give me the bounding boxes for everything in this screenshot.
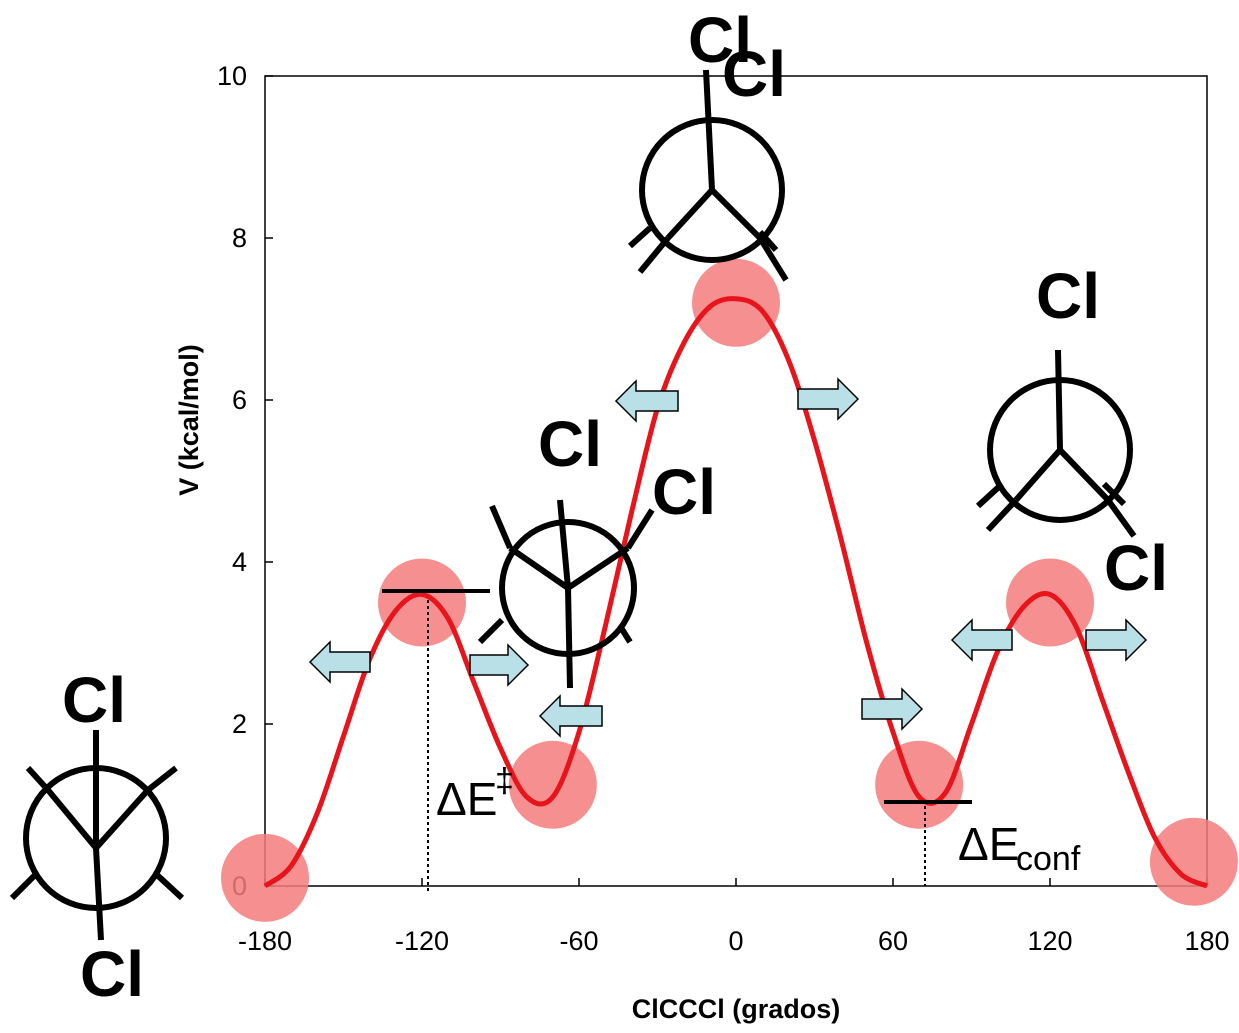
state-marker — [692, 258, 780, 347]
conf-label: ΔE — [958, 818, 1019, 870]
barrier-label: ΔE — [436, 773, 497, 825]
state-marker — [1006, 558, 1094, 647]
newman-projection-gauche — [975, 349, 1137, 538]
direction-arrows — [308, 377, 1148, 738]
cl-label: Cl — [722, 38, 786, 110]
newman-projection-anti — [9, 730, 185, 941]
x-axis-title: ClCCCl (grados) — [632, 994, 841, 1024]
arrow-left — [614, 379, 679, 423]
state-marker — [508, 740, 597, 829]
arrow-right — [1085, 618, 1148, 662]
x-tick-label: -120 — [395, 926, 449, 956]
barrier-annotation: ΔE ‡ — [382, 589, 514, 893]
cl-labels: Cl Cl Cl Cl Cl Cl Cl Cl — [62, 4, 1168, 1010]
x-tick-label: 120 — [1027, 926, 1072, 956]
x-tick-label: -60 — [559, 926, 598, 956]
newman-projection-syn — [627, 69, 789, 282]
state-marker — [1149, 817, 1238, 906]
arrow-left — [950, 618, 1013, 662]
x-tick-label: -180 — [238, 926, 292, 956]
y-tick-label: 2 — [232, 709, 247, 739]
cl-label: Cl — [80, 938, 144, 1010]
y-tick-label: 10 — [217, 61, 247, 91]
arrow-left — [308, 640, 371, 684]
series-line — [263, 296, 1209, 889]
x-tick-label: 180 — [1184, 926, 1229, 956]
cl-label: Cl — [538, 408, 602, 480]
y-tick-label: 6 — [232, 385, 247, 415]
x-tick-label: 0 — [728, 926, 743, 956]
newman-projection-eclipsed-left — [477, 499, 655, 689]
arrow-right — [861, 687, 924, 731]
cl-label: Cl — [1036, 260, 1100, 332]
cl-label: Cl — [652, 456, 716, 528]
arrow-left — [538, 694, 603, 738]
cl-label: Cl — [688, 4, 752, 76]
conformational-annotation: ΔE conf — [884, 800, 1081, 886]
y-tick-label: 4 — [232, 547, 247, 577]
state-marker — [875, 740, 964, 829]
barrier-superscript: ‡ — [495, 762, 514, 800]
x-axis: -180 -120 -60 0 60 120 180 — [238, 878, 1230, 956]
state-marker — [221, 833, 309, 922]
plot-frame — [264, 75, 1208, 887]
conf-subscript: conf — [1016, 840, 1081, 878]
arrow-right — [469, 643, 530, 687]
arrow-right — [797, 377, 860, 421]
cl-label: Cl — [1104, 532, 1168, 604]
y-axis-title: V (kcal/mol) — [174, 344, 204, 496]
y-tick-label: 8 — [232, 223, 247, 253]
cl-label: Cl — [62, 664, 126, 736]
x-tick-label: 60 — [878, 926, 908, 956]
state-markers — [221, 258, 1238, 922]
state-marker — [378, 558, 466, 647]
